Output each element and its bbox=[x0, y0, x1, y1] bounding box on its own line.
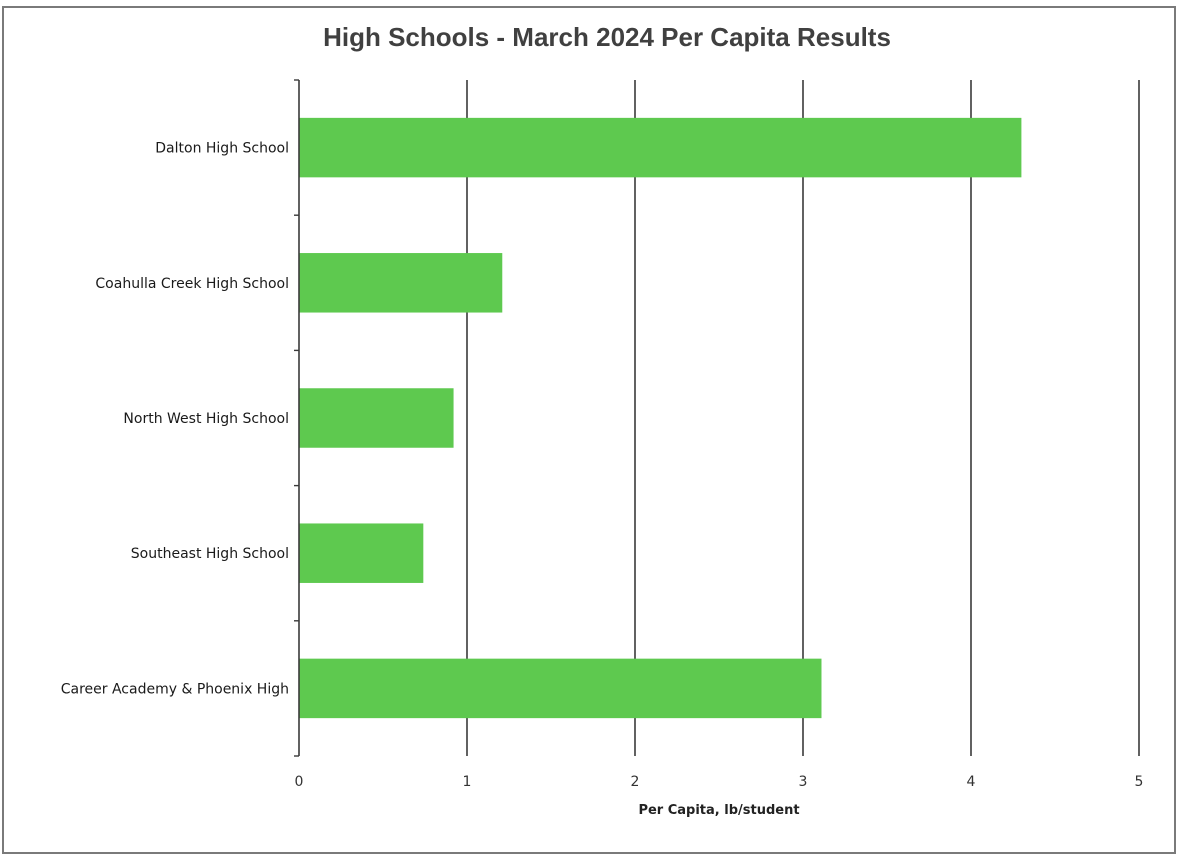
bars bbox=[299, 117, 1022, 719]
x-tick-label-4: 4 bbox=[967, 774, 976, 790]
bar-1 bbox=[299, 117, 1022, 178]
bar-4 bbox=[299, 523, 424, 583]
x-tick-label-0: 0 bbox=[295, 774, 304, 790]
bar-5 bbox=[299, 658, 822, 719]
x-axis-title: Per Capita, lb/student bbox=[638, 803, 799, 818]
x-tick-label-3: 3 bbox=[799, 774, 808, 790]
x-tick-label-2: 2 bbox=[631, 774, 640, 790]
category-label-1: Dalton High School bbox=[155, 141, 289, 157]
chart-title: High Schools - March 2024 Per Capita Res… bbox=[323, 22, 891, 52]
category-label-4: Southeast High School bbox=[131, 546, 289, 562]
labels: Dalton High School Coahulla Creek High Sc… bbox=[61, 141, 1144, 790]
bar-2 bbox=[299, 253, 503, 313]
category-label-3: North West High School bbox=[123, 411, 289, 427]
axes bbox=[294, 79, 300, 757]
gridlines bbox=[466, 80, 1140, 756]
x-tick-label-1: 1 bbox=[463, 774, 472, 790]
category-label-5: Career Academy & Phoenix High bbox=[61, 681, 289, 697]
x-tick-label-5: 5 bbox=[1135, 774, 1144, 790]
bar-3 bbox=[299, 388, 454, 448]
category-label-2: Coahulla Creek High School bbox=[95, 276, 289, 292]
